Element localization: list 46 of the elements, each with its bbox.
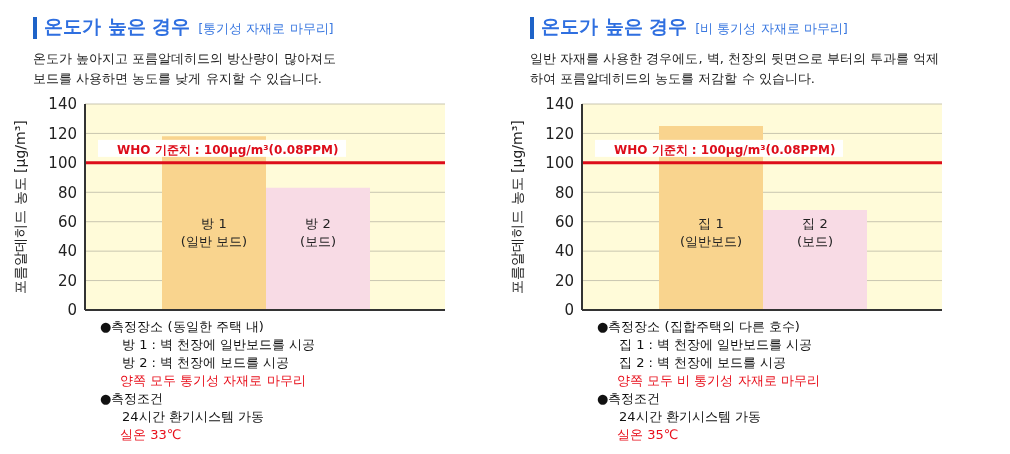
y-tick-label: 60 [57, 213, 77, 232]
y-tick-label: 20 [554, 271, 574, 290]
x-tick-label: 집 1 (일반보드) [679, 216, 743, 249]
y-tick-label: 80 [57, 183, 77, 202]
y-tick-label: 40 [554, 242, 574, 261]
y-tick-label: 0 [67, 301, 77, 320]
text: ●측정조건 [100, 390, 164, 408]
text: 방 2 : 벽 천장에 보드를 시공 [122, 354, 290, 372]
text: ●측정장소 (집합주택의 다른 호수) [597, 318, 800, 336]
y-tick-label: 120 [48, 124, 77, 143]
text: 양쪽 모두 통기성 자재로 마무리 [120, 372, 306, 390]
text: 실온 33℃ [120, 426, 182, 444]
chart-subtitle: [통기성 자재로 마무리] [198, 21, 334, 36]
chart-title: 온도가 높은 경우 [44, 15, 191, 37]
chart-subtitle: [비 통기성 자재로 마무리] [695, 21, 848, 36]
y-tick-label: 0 [564, 301, 574, 320]
text: 온도가 높아지고 포름알데히드의 방산량이 많아져도 [33, 50, 336, 68]
text: 양쪽 모두 비 통기성 자재로 마무리 [617, 372, 820, 390]
y-tick-label: 100 [545, 154, 574, 173]
text: ●측정조건 [597, 390, 661, 408]
y-tick-label: 120 [545, 124, 574, 143]
y-tick-label: 20 [57, 271, 77, 290]
y-axis-title: 포름알데히드 농도 [μg/m³] [508, 120, 525, 294]
text: 집 2 : 벽 천장에 보드를 시공 [619, 354, 787, 372]
text: 집 1 : 벽 천장에 일반보드를 시공 [619, 336, 813, 354]
text: 방 1 : 벽 천장에 일반보드를 시공 [122, 336, 316, 354]
ref-line-label: WHO 기준치 : 100μg/m³(0.08PPM) [117, 142, 339, 157]
ref-line-label: WHO 기준치 : 100μg/m³(0.08PPM) [614, 142, 836, 157]
text: 하여 포름알데히드의 농도를 저감할 수 있습니다. [530, 70, 815, 88]
y-tick-label: 60 [554, 213, 574, 232]
chart-title: 온도가 높은 경우 [541, 15, 688, 37]
text: 24시간 환기시스템 가동 [122, 408, 264, 426]
y-axis-title: 포름알데히드 농도 [μg/m³] [11, 120, 28, 294]
x-tick-label: 집 2 (보드) [796, 216, 834, 249]
y-tick-label: 100 [48, 154, 77, 173]
text: 실온 35℃ [617, 426, 679, 444]
y-tick-label: 80 [554, 183, 574, 202]
x-tick-label: 방 2 (보드) [299, 216, 337, 249]
y-tick-label: 140 [545, 95, 574, 114]
text: 일반 자재를 사용한 경우에도, 벽, 천장의 뒷면으로 부터의 투과를 억제 [530, 50, 940, 68]
text: 24시간 환기시스템 가동 [619, 408, 761, 426]
text: ●측정장소 (동일한 주택 내) [100, 318, 264, 336]
y-tick-label: 40 [57, 242, 77, 261]
y-tick-label: 140 [48, 95, 77, 114]
text: 보드를 사용하면 농도를 낮게 유지할 수 있습니다. [33, 70, 322, 88]
x-tick-label: 방 1 (일반 보드) [180, 216, 248, 249]
